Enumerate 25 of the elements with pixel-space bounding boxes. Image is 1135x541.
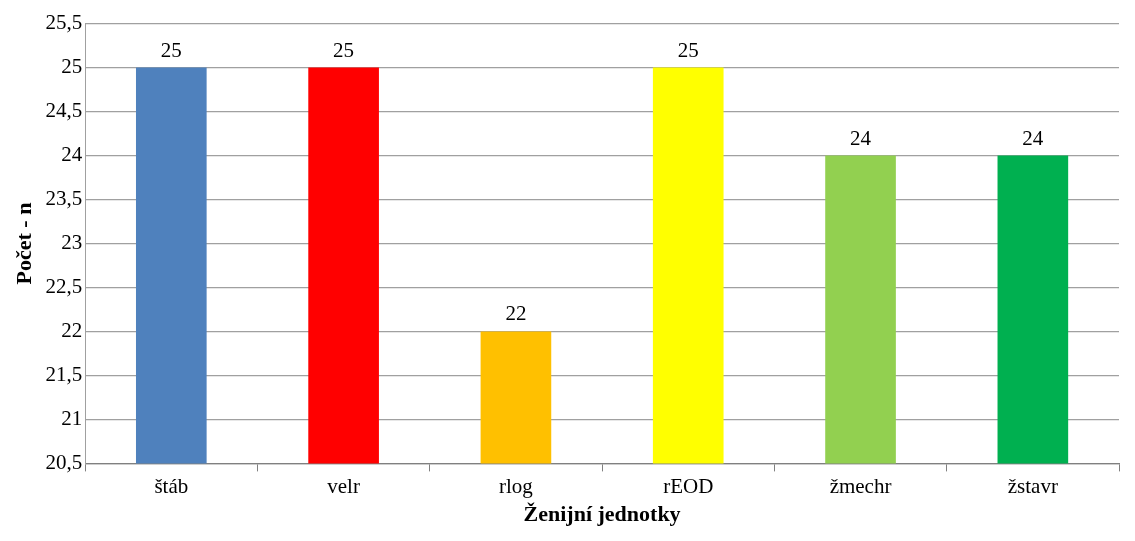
x-tick-label: žmechr bbox=[829, 473, 892, 498]
x-tick-label: štáb bbox=[154, 473, 189, 498]
data-label: 25 bbox=[160, 37, 182, 62]
data-label: 24 bbox=[1022, 125, 1044, 150]
x-axis-title: Ženijní jednotky bbox=[523, 501, 681, 527]
x-tick-label: rlog bbox=[499, 473, 534, 498]
y-tick-label: 22 bbox=[61, 317, 83, 342]
data-label: 25 bbox=[333, 37, 355, 62]
y-tick-label: 25 bbox=[61, 54, 83, 79]
y-tick-label: 21,5 bbox=[45, 361, 83, 386]
y-tick-label: 23,5 bbox=[45, 186, 83, 211]
x-tick-label: velr bbox=[327, 473, 360, 498]
y-tick-label: 23 bbox=[61, 230, 83, 255]
data-label: 22 bbox=[505, 301, 527, 326]
y-tick-label: 20,5 bbox=[45, 449, 83, 474]
y-tick-label: 25,5 bbox=[45, 10, 83, 35]
data-label: 25 bbox=[677, 37, 699, 62]
data-label: 24 bbox=[850, 125, 872, 150]
y-tick-label: 24,5 bbox=[45, 98, 83, 123]
y-axis-title: Počet - n bbox=[10, 202, 36, 285]
x-tick-label: rEOD bbox=[663, 473, 714, 498]
y-tick-label: 22,5 bbox=[45, 274, 83, 298]
x-tick-label: žstavr bbox=[1007, 473, 1058, 498]
y-tick-label: 24 bbox=[61, 142, 83, 167]
y-tick-label: 21 bbox=[61, 405, 83, 430]
